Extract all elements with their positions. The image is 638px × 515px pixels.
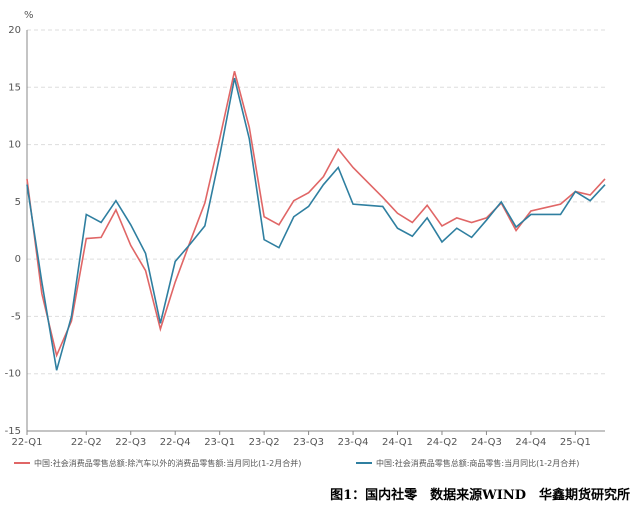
x-tick-label: 23-Q3 xyxy=(293,437,324,448)
y-tick-label: 15 xyxy=(8,82,21,93)
x-tick-label: 23-Q4 xyxy=(338,437,369,448)
x-tick-label: 24-Q1 xyxy=(382,437,413,448)
x-tick-label: 23-Q1 xyxy=(204,437,235,448)
x-tick-label: 23-Q2 xyxy=(249,437,280,448)
legend-label: 中国:社会消费品零售总额:除汽车以外的消费品零售额:当月同比(1-2月合并) xyxy=(34,458,301,468)
y-axis-label: % xyxy=(24,10,34,21)
y-tick-label: -5 xyxy=(11,311,21,322)
x-tick-label: 25-Q1 xyxy=(560,437,591,448)
y-tick-label: 20 xyxy=(8,25,21,36)
x-tick-label: 24-Q4 xyxy=(515,437,546,448)
series-line xyxy=(26,77,606,371)
y-tick-label: 10 xyxy=(8,140,21,151)
legend-label: 中国:社会消费品零售总额:商品零售:当月同比(1-2月合并) xyxy=(376,458,579,468)
x-tick-label: 24-Q2 xyxy=(427,437,458,448)
x-tick-label: 22-Q3 xyxy=(115,437,146,448)
y-tick-label: -15 xyxy=(5,426,21,437)
x-tick-label: 22-Q2 xyxy=(71,437,102,448)
y-tick-label: 5 xyxy=(15,197,21,208)
series-line xyxy=(26,71,606,358)
y-tick-label: -10 xyxy=(5,369,21,380)
x-tick-label: 22-Q1 xyxy=(12,437,43,448)
x-tick-label: 22-Q4 xyxy=(160,437,191,448)
x-tick-label: 24-Q3 xyxy=(471,437,502,448)
y-tick-label: 0 xyxy=(15,254,21,265)
caption: 图1：国内社零 数据来源WIND 华鑫期货研究所 xyxy=(330,487,630,503)
